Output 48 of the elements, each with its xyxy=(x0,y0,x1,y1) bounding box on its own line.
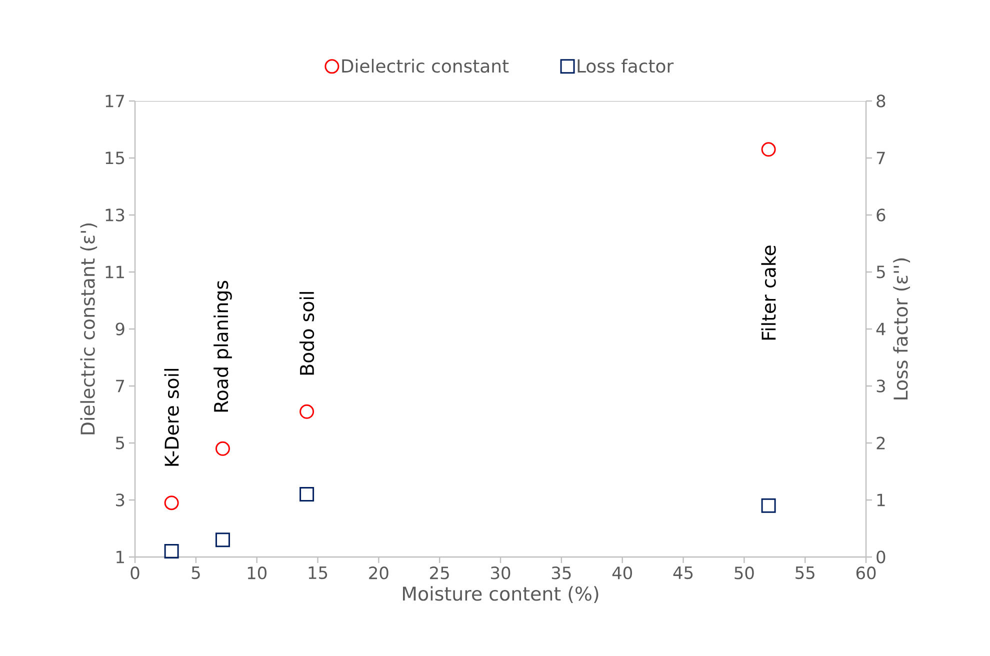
point xyxy=(300,487,314,502)
x-tick-label: 60 xyxy=(856,566,876,580)
x-tick-label: 55 xyxy=(796,566,814,580)
point xyxy=(761,498,776,513)
y2-axis-title: Loss factor (ε'') xyxy=(893,258,910,400)
x-tick-label: 50 xyxy=(734,566,754,580)
x-tick-label: 5 xyxy=(192,566,200,580)
x-tick-label: 45 xyxy=(673,566,693,580)
y-tick-label: 11 xyxy=(106,266,124,278)
y-tick-label: 13 xyxy=(106,208,124,222)
y-tick-label: 1 xyxy=(116,550,124,564)
x-tick-label: 10 xyxy=(248,566,266,580)
y-axis-title: Dielectric constant (ε') xyxy=(80,224,98,434)
point xyxy=(164,496,179,510)
y-tick-label: 3 xyxy=(116,494,124,506)
point xyxy=(761,142,776,157)
x-tick-label: 0 xyxy=(130,566,140,580)
y2-tick-label: 5 xyxy=(876,266,885,278)
legend-label: Loss factor xyxy=(578,58,674,73)
legend-label: Dielectric constant xyxy=(342,58,509,73)
x-tick-label: 25 xyxy=(430,566,449,580)
point xyxy=(164,544,179,559)
y2-tick-label: 8 xyxy=(876,94,886,108)
point xyxy=(215,532,230,548)
y2-tick-label: 7 xyxy=(876,152,885,164)
y2-tick-label: 1 xyxy=(877,494,885,506)
x-axis-title: Moisture content (%) xyxy=(403,586,598,604)
x-tick-label: 40 xyxy=(612,566,632,580)
point xyxy=(215,441,230,456)
point xyxy=(300,404,314,419)
annotation: Road planings xyxy=(214,280,232,412)
y2-tick-label: 0 xyxy=(876,550,886,564)
y-tick-label: 17 xyxy=(106,94,124,108)
y2-tick-label: 6 xyxy=(876,208,886,222)
annotation: K-Dere soil xyxy=(164,368,179,466)
y-tick-label: 15 xyxy=(106,152,124,164)
y2-tick-label: 2 xyxy=(876,436,885,450)
annotation: Bodo soil xyxy=(299,292,314,375)
y2-tick-label: 3 xyxy=(876,380,885,392)
y-tick-label: 5 xyxy=(116,436,124,450)
x-tick-label: 20 xyxy=(369,566,388,580)
x-tick-label: 35 xyxy=(552,566,571,580)
annotation: Filter cake xyxy=(761,246,776,340)
y2-tick-label: 4 xyxy=(876,322,886,336)
y-tick-label: 9 xyxy=(116,322,124,336)
x-tick-label: 30 xyxy=(491,566,510,580)
y-tick-label: 7 xyxy=(116,380,124,392)
x-tick-label: 15 xyxy=(308,566,328,580)
